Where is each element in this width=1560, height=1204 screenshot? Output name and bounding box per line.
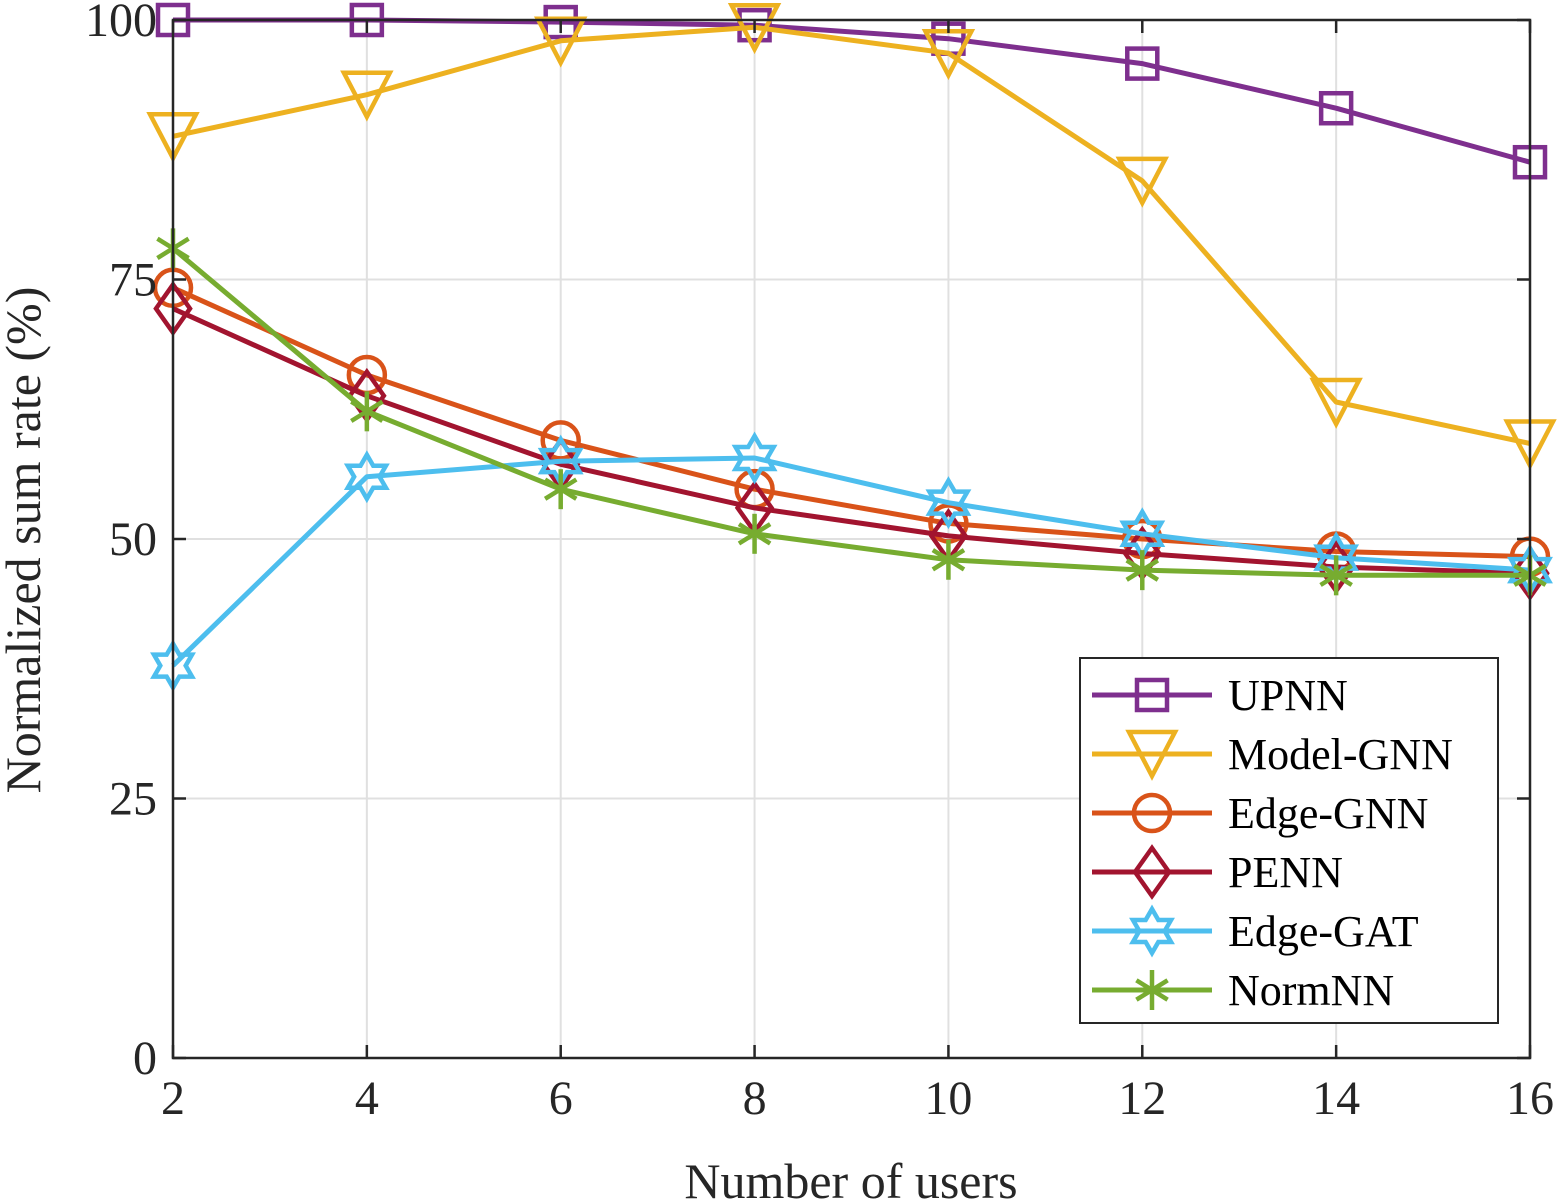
marker-square [1134, 677, 1170, 713]
marker-diamond [1132, 844, 1172, 900]
series-model-gnn [146, 3, 1557, 471]
series-edge-gat [150, 431, 1553, 693]
marker-asterisk [350, 391, 384, 432]
marker-asterisk [1125, 550, 1160, 591]
y-axis-title: Normalized sum rate (%) [0, 287, 51, 794]
legend-label: Edge-GAT [1228, 907, 1419, 956]
axes [171, 18, 1532, 1060]
x-tick-label: 14 [1312, 1072, 1360, 1125]
y-tick-label: 50 [109, 513, 157, 566]
y-tick-label: 75 [109, 254, 157, 307]
legend-label: PENN [1228, 848, 1343, 897]
legend: UPNN Model-GNN Edge-GNN PENN Edge-GAT NormNN [1079, 657, 1499, 1024]
legend-entry-upnn: UPNN [1092, 671, 1348, 720]
x-tick-label: 8 [743, 1072, 767, 1125]
marker-triangle-down [1309, 377, 1363, 429]
marker-square [1125, 46, 1160, 81]
x-axis-title: Number of users [684, 1153, 1017, 1204]
y-tick-label: 100 [85, 0, 157, 47]
x-tick-label: 2 [161, 1072, 185, 1125]
marker-asterisk [931, 539, 966, 580]
marker-triangle-down [1115, 156, 1170, 208]
marker-hexagram [925, 476, 972, 530]
marker-triangle-down [727, 3, 782, 55]
series-line [171, 455, 1531, 668]
legend-entry-normnn: NormNN [1092, 966, 1394, 1015]
marker-square [1318, 90, 1354, 126]
series-line [171, 306, 1531, 576]
y-tick-label: 25 [109, 773, 157, 826]
x-tick-label: 12 [1118, 1072, 1166, 1125]
marker-asterisk [1135, 970, 1169, 1010]
legend-entry-edge-gnn: Edge-GNN [1092, 789, 1428, 838]
series-line [171, 285, 1531, 560]
marker-asterisk [1319, 555, 1353, 596]
marker-square [543, 4, 578, 40]
series-line [171, 246, 1530, 578]
legend-label: Model-GNN [1228, 730, 1453, 779]
marker-triangle-down [340, 70, 394, 122]
y-tick-label: 0 [133, 1032, 157, 1085]
legend-entry-model-gnn: Model-GNN [1092, 729, 1453, 781]
legend-box [1079, 657, 1499, 1024]
x-tick-label: 16 [1506, 1072, 1554, 1125]
marker-asterisk [543, 469, 578, 510]
tick-labels: 2 4 6 8 10 12 14 16 0 25 50 75 100 [85, 0, 1554, 1125]
marker-asterisk [737, 513, 772, 554]
series-normnn [156, 228, 1547, 596]
marker-circle [540, 420, 581, 461]
legend-label: UPNN [1228, 671, 1348, 720]
series-lines [146, 2, 1557, 693]
marker-hexagram [1129, 904, 1175, 958]
legend-label: NormNN [1228, 966, 1394, 1015]
marker-circle [1131, 792, 1173, 834]
marker-hexagram [343, 450, 390, 504]
x-tick-label: 6 [549, 1072, 573, 1125]
x-tick-label: 10 [924, 1072, 972, 1125]
legend-entry-penn: PENN [1092, 844, 1343, 900]
legend-label: Edge-GNN [1228, 789, 1428, 838]
legend-entry-edge-gat: Edge-GAT [1092, 904, 1419, 958]
x-tick-label: 4 [355, 1072, 379, 1125]
marker-triangle-down [1125, 729, 1179, 781]
series-line [172, 24, 1531, 446]
marker-hexagram [731, 431, 778, 485]
